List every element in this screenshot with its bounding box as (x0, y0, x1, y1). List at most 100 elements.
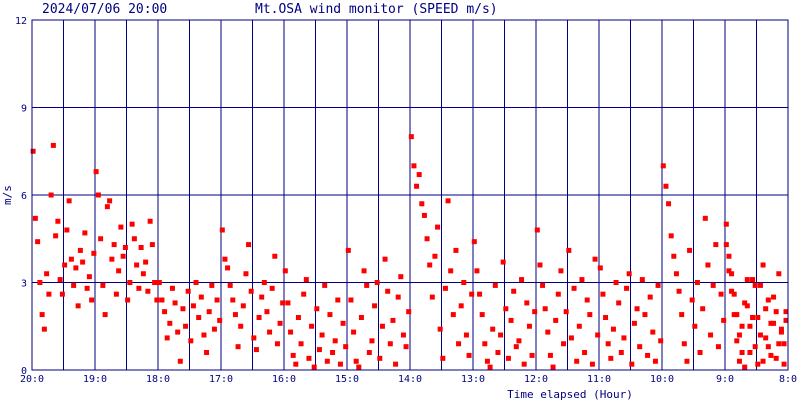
data-point (783, 309, 789, 315)
data-point (555, 291, 561, 297)
data-point (91, 250, 97, 256)
data-point (537, 262, 543, 268)
x-tick-label: 18:0 (146, 374, 170, 385)
y-tick-label: 0 (21, 366, 27, 377)
data-point (755, 315, 761, 320)
data-point (246, 242, 252, 248)
data-point (734, 312, 740, 318)
data-point (679, 312, 685, 318)
data-point (188, 338, 194, 344)
data-point (715, 344, 721, 350)
data-point (177, 358, 183, 364)
data-point (490, 326, 496, 332)
data-point (513, 344, 519, 350)
data-point (337, 361, 343, 367)
data-point (293, 361, 299, 367)
data-point (57, 277, 63, 283)
data-point (526, 323, 532, 329)
data-point (529, 352, 535, 358)
data-point (385, 288, 391, 294)
data-point (778, 326, 784, 332)
data-point (222, 256, 228, 262)
data-point (521, 361, 527, 367)
data-point (765, 344, 771, 350)
data-point (721, 317, 727, 323)
data-point (550, 364, 556, 370)
data-point (282, 268, 288, 274)
data-point (432, 253, 438, 259)
data-point (332, 338, 338, 344)
data-point (692, 323, 698, 329)
data-point (768, 352, 774, 358)
data-point (621, 335, 627, 341)
data-point (760, 262, 766, 268)
data-point (73, 265, 79, 271)
data-point (461, 280, 467, 285)
data-point (723, 242, 729, 248)
data-point (587, 312, 593, 318)
data-point (424, 236, 430, 242)
data-point (700, 306, 706, 312)
data-point (319, 332, 325, 338)
data-point (676, 288, 682, 294)
data-point (450, 312, 456, 318)
data-point (169, 285, 175, 291)
data-point (584, 297, 590, 303)
data-point (403, 344, 409, 350)
data-point (156, 280, 162, 285)
data-point (77, 247, 83, 253)
data-point (773, 355, 779, 361)
y-tick-label: 6 (21, 191, 27, 202)
data-point (469, 291, 475, 297)
data-point (731, 312, 737, 318)
data-point (752, 344, 758, 350)
data-point (143, 259, 149, 265)
data-point (398, 274, 404, 280)
data-point (613, 280, 619, 285)
data-point (755, 361, 761, 367)
data-point (776, 271, 782, 277)
data-point (705, 262, 711, 268)
data-point (744, 277, 750, 283)
data-point (783, 317, 789, 323)
data-point (264, 309, 270, 315)
data-point (729, 271, 735, 277)
data-point (107, 198, 113, 204)
data-point (768, 320, 774, 326)
data-point (190, 303, 196, 309)
data-point (671, 253, 677, 259)
data-point (261, 280, 267, 285)
data-point (288, 329, 294, 335)
data-point (463, 332, 469, 338)
data-point (508, 317, 514, 323)
data-point (93, 169, 99, 175)
x-tick-label: 17:0 (209, 374, 233, 385)
data-point (393, 361, 399, 367)
data-point (351, 329, 357, 335)
y-tick-label: 12 (15, 16, 27, 27)
data-point (374, 280, 380, 285)
data-point (750, 277, 756, 283)
data-point (131, 236, 137, 242)
data-point (503, 306, 509, 312)
data-point (211, 326, 217, 332)
data-point (162, 309, 168, 315)
data-point (757, 282, 763, 288)
data-point (681, 341, 687, 347)
data-point (458, 303, 464, 309)
data-point (637, 344, 643, 350)
data-point (519, 277, 525, 283)
data-point (760, 358, 766, 364)
data-point (243, 271, 249, 277)
data-point (582, 350, 588, 355)
data-point (744, 303, 750, 309)
data-point (314, 306, 320, 312)
data-point (395, 294, 401, 300)
data-point (154, 297, 160, 303)
data-point (251, 335, 257, 341)
data-point (366, 350, 372, 355)
data-point (152, 280, 158, 285)
data-point (542, 306, 548, 312)
data-point (500, 259, 506, 265)
y-tick-label: 3 (21, 279, 27, 290)
